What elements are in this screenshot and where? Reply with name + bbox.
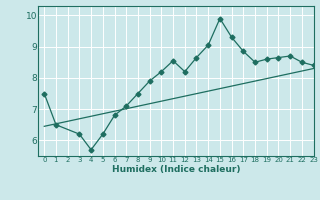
X-axis label: Humidex (Indice chaleur): Humidex (Indice chaleur)	[112, 165, 240, 174]
